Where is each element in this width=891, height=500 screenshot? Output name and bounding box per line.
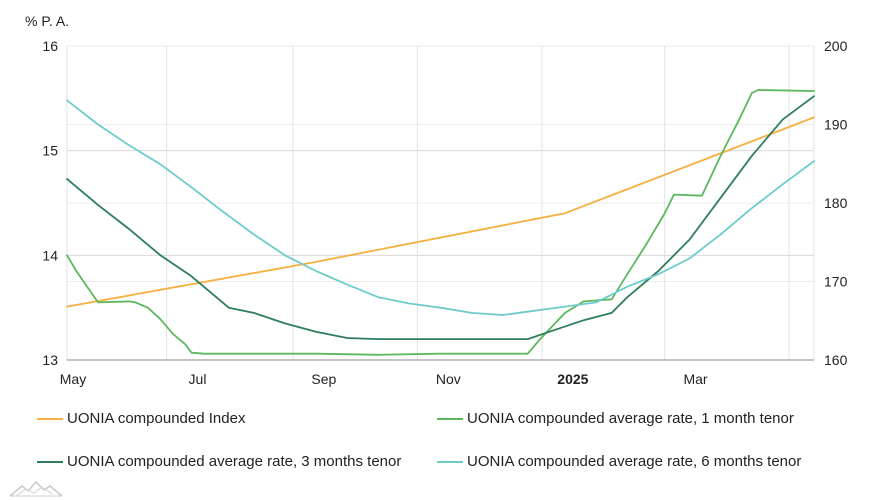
left-axis-unit-label: % P. A. bbox=[25, 13, 69, 29]
legend-item-index[interactable]: UONIA compounded Index bbox=[37, 410, 245, 427]
left-tick-label: 13 bbox=[42, 352, 58, 368]
left-axis-ticks: 13 14 15 16 bbox=[42, 38, 58, 368]
legend-item-1m[interactable]: UONIA compounded average rate, 1 month t… bbox=[437, 410, 794, 427]
series-line-3 bbox=[66, 99, 815, 316]
legend-label-3m: UONIA compounded average rate, 3 months … bbox=[67, 453, 402, 470]
right-tick-label: 170 bbox=[824, 274, 848, 290]
legend: UONIA compounded Index UONIA compounded … bbox=[0, 400, 891, 500]
series-lines bbox=[66, 89, 815, 356]
x-axis-ticks: May Jul Sep Nov 2025 Mar bbox=[60, 371, 708, 387]
series-line-1 bbox=[66, 89, 815, 356]
right-axis-ticks: 160 170 180 190 200 bbox=[824, 38, 848, 368]
right-tick-label: 200 bbox=[824, 38, 848, 54]
legend-swatch-index bbox=[37, 417, 63, 420]
legend-swatch-3m bbox=[37, 460, 63, 463]
left-tick-label: 15 bbox=[42, 143, 58, 159]
x-tick-label: Sep bbox=[311, 371, 336, 387]
legend-label-index: UONIA compounded Index bbox=[67, 410, 246, 427]
right-tick-label: 160 bbox=[824, 352, 848, 368]
legend-label-6m: UONIA compounded average rate, 6 months … bbox=[467, 453, 802, 470]
x-tick-label: Jul bbox=[189, 371, 207, 387]
legend-item-6m[interactable]: UONIA compounded average rate, 6 months … bbox=[437, 453, 801, 470]
right-tick-label: 180 bbox=[824, 195, 848, 211]
legend-swatch-6m bbox=[437, 460, 463, 463]
legend-swatch-1m bbox=[437, 417, 463, 420]
left-tick-label: 16 bbox=[42, 38, 58, 54]
x-tick-label: Nov bbox=[436, 371, 461, 387]
x-tick-label: Mar bbox=[683, 371, 707, 387]
right-tick-label: 190 bbox=[824, 117, 848, 133]
series-line-0 bbox=[66, 116, 815, 308]
left-tick-label: 14 bbox=[42, 247, 58, 263]
legend-item-3m[interactable]: UONIA compounded average rate, 3 months … bbox=[37, 453, 401, 470]
legend-label-1m: UONIA compounded average rate, 1 month t… bbox=[467, 410, 794, 427]
chart: % P. A. 13 14 15 16 160 170 180 190 200 May Jul S… bbox=[25, 13, 848, 387]
x-tick-label: 2025 bbox=[557, 371, 588, 387]
grid bbox=[66, 45, 815, 361]
series-line-2 bbox=[66, 95, 815, 340]
x-tick-label: May bbox=[60, 371, 86, 387]
brand-logo-icon bbox=[9, 480, 63, 497]
